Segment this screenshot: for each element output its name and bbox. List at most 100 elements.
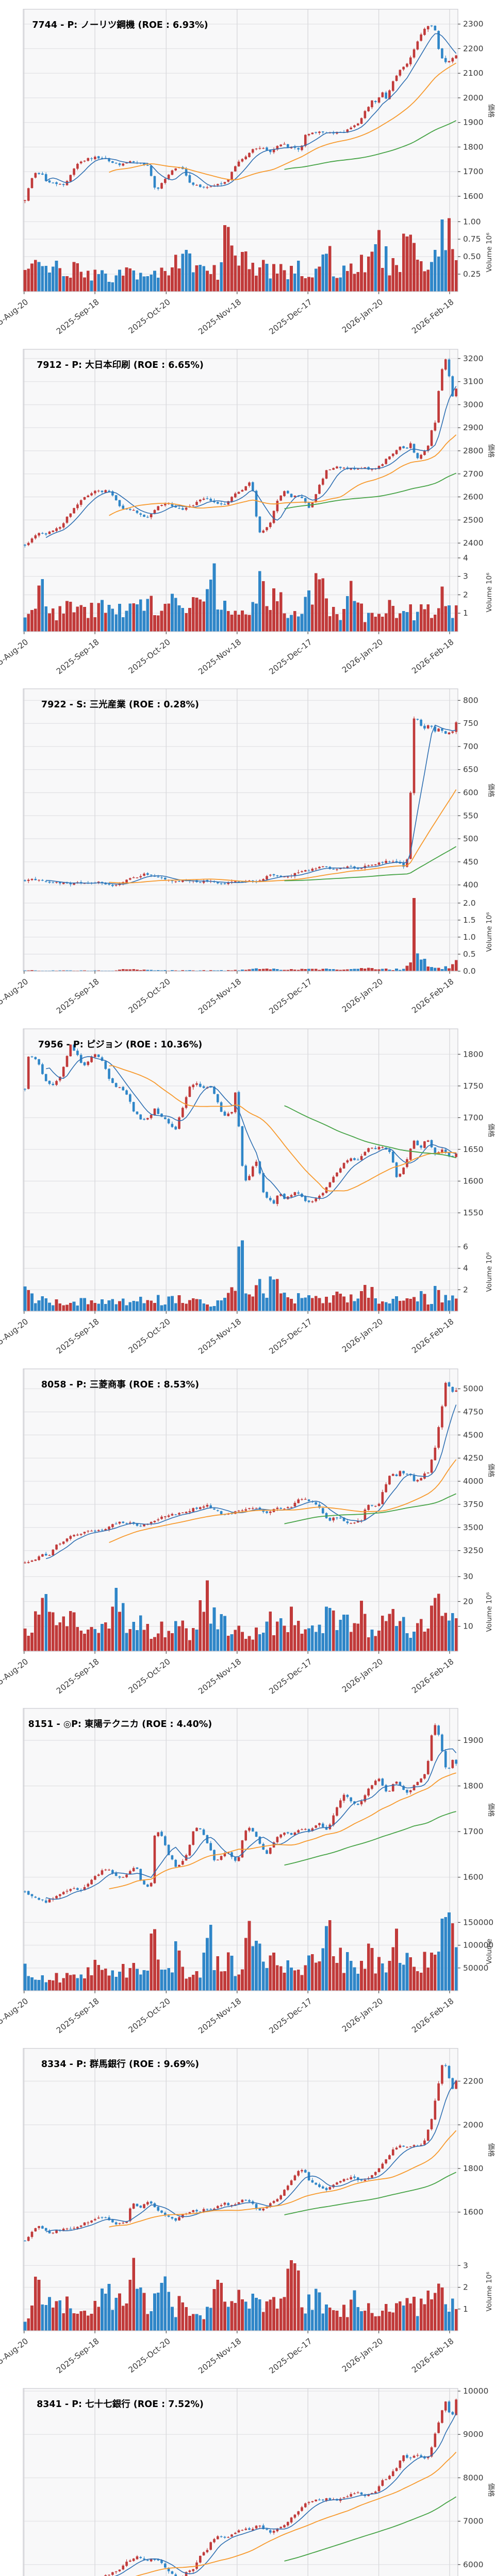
stock-chart-5: 5000 4750 4500 4250 4000 3750 3500 3250 価格 30 20 10… — [0, 1359, 495, 1700]
price-axis: 2200 2000 1800 1600 価格 — [458, 2077, 495, 2217]
date-tick-label: 2025-Oct-20 — [127, 977, 172, 1015]
date-tick-label: 2025-Oct-20 — [127, 637, 172, 675]
stock-chart-3: 800 750 700 650 600 550 500 450 400 価格 2.0 1.5 1.0 0.… — [0, 680, 495, 1020]
date-tick-label: 2026-Feb-18 — [410, 637, 455, 675]
price-axis-title: 価格 — [487, 2143, 495, 2158]
plot-area — [23, 9, 458, 292]
date-tick-label: 2026-Jan-20 — [340, 977, 385, 1014]
ma-long-line — [284, 472, 456, 510]
price-tick-label: 1600 — [463, 2208, 483, 2217]
price-tick-label: 4250 — [463, 1453, 483, 1463]
x-axis: 2025-Aug-20 2025-Sep-18 2025-Oct-20 2025-No… — [0, 1311, 455, 1356]
volume-bars-layer — [23, 1240, 458, 1312]
volume-axis: 3 2 1 Volume 10⁶ — [458, 2261, 493, 2314]
date-tick-label: 2025-Nov-18 — [196, 1657, 243, 1696]
price-tick-label: 2700 — [463, 469, 483, 478]
price-tick-label: 1800 — [463, 1049, 483, 1059]
price-tick-label: 1650 — [463, 1145, 483, 1154]
date-tick-label: 2025-Dec-17 — [267, 1996, 314, 2036]
date-tick-label: 2025-Dec-17 — [267, 1317, 314, 1356]
volume-axis-title: Volume 10⁶ — [485, 232, 493, 272]
chart-canvas-2: 3200 3100 3000 2900 2800 2700 2600 2500 2400 価格 4 3… — [0, 349, 495, 676]
date-tick-label: 2026-Feb-18 — [410, 1996, 455, 2035]
ma-mid-line — [109, 62, 457, 180]
vertical-gridlines — [24, 1029, 450, 1312]
ma-mid-line — [109, 1065, 456, 1192]
price-tick-label: 2000 — [463, 93, 483, 103]
x-axis: 2025-Aug-20 2025-Sep-18 2025-Oct-20 2025-No… — [0, 631, 455, 676]
stock-chart-2: 3200 3100 3000 2900 2800 2700 2600 2500 2400 価格 4 3… — [0, 340, 495, 680]
volume-bars-layer — [23, 563, 458, 632]
vertical-gridlines — [24, 689, 450, 972]
price-tick-label: 1750 — [463, 1081, 483, 1091]
volume-tick-label: 20 — [463, 1597, 473, 1606]
price-tick-label: 1800 — [463, 2164, 483, 2173]
chart-title: 8058 - P: 三菱商事 (ROE : 8.53%) — [41, 1379, 199, 1390]
volume-tick-label: 1 — [463, 608, 468, 618]
volume-axis-title: Volume 10⁶ — [485, 572, 493, 612]
date-tick-label: 2026-Jan-20 — [340, 297, 385, 335]
volume-bars-layer — [23, 2258, 458, 2331]
date-tick-label: 2025-Oct-20 — [127, 1996, 172, 2035]
volume-axis-title: Volume 10⁶ — [485, 1592, 493, 1632]
date-tick-label: 2025-Nov-18 — [196, 637, 243, 676]
stock-chart-1: 2300 2200 2100 2000 1900 1800 1700 1600 価格 1.00 0.… — [0, 0, 495, 340]
price-tick-label: 3500 — [463, 1523, 483, 1532]
price-tick-label: 3750 — [463, 1500, 483, 1509]
date-tick-label: 2025-Nov-18 — [196, 1996, 243, 2036]
chart-title: 7744 - P: ノーリツ鋼機 (ROE : 6.93%) — [32, 20, 208, 30]
date-tick-label: 2026-Jan-20 — [340, 1996, 385, 2034]
volume-bars-layer — [23, 218, 458, 292]
volume-axis-title: Volume — [485, 1939, 493, 1964]
price-tick-label: 750 — [463, 719, 478, 728]
volume-tick-label: 2 — [463, 2283, 468, 2292]
ma-long-line — [284, 120, 457, 170]
price-tick-label: 1700 — [463, 1113, 483, 1122]
price-tick-label: 2800 — [463, 446, 483, 455]
date-tick-label: 2025-Dec-17 — [267, 977, 314, 1016]
volume-tick-label: 2 — [463, 1285, 468, 1294]
candles-layer — [24, 2063, 457, 2242]
volume-axis: 4 3 2 1 Volume 10⁶ — [458, 553, 493, 618]
date-tick-label: 2026-Jan-20 — [340, 1657, 385, 1694]
ma-short-line — [45, 385, 457, 538]
ma-short-line — [114, 2413, 457, 2576]
stock-chart-4: 1800 1750 1700 1650 1600 1550 価格 6 4 2 Volume 10⁶ 2… — [0, 1020, 495, 1360]
ma-long-line — [284, 1811, 456, 1866]
x-axis: 2025-Aug-20 2025-Sep-18 2025-Oct-20 2025-No… — [0, 1651, 455, 1696]
date-tick-label: 2025-Nov-18 — [196, 297, 243, 336]
gridlines — [23, 2391, 458, 2565]
ma-short-line — [46, 1056, 456, 1199]
date-tick-label: 2025-Dec-17 — [267, 297, 314, 336]
ma-long-line — [284, 2496, 457, 2562]
volume-tick-label: 1.00 — [463, 217, 481, 226]
date-tick-label: 2026-Feb-18 — [410, 297, 455, 335]
volume-tick-label: 10 — [463, 1621, 473, 1631]
price-tick-label: 4000 — [463, 1477, 483, 1486]
price-axis-title: 価格 — [487, 444, 495, 458]
stock-chart-7: 2200 2000 1800 1600 価格 3 2 1 Volume 10⁶ 2025-Aug-… — [0, 2039, 495, 2379]
volume-tick-label: 0.25 — [463, 269, 481, 279]
date-tick-label: 2025-Aug-20 — [0, 637, 30, 676]
gridlines — [23, 358, 458, 614]
x-axis: 2025-Aug-20 2025-Sep-18 2025-Oct-20 2025-No… — [0, 292, 455, 336]
volume-tick-label: 0.50 — [463, 252, 481, 261]
date-tick-label: 2025-Aug-20 — [0, 1657, 30, 1696]
price-tick-label: 1900 — [463, 1736, 483, 1745]
ma-long-line — [284, 2172, 456, 2216]
volume-tick-label: 100000 — [463, 1941, 493, 1950]
price-tick-label: 3250 — [463, 1546, 483, 1555]
ma-mid-line — [135, 2451, 457, 2576]
date-tick-label: 2026-Feb-18 — [410, 2336, 455, 2375]
plot-area — [23, 1029, 458, 1312]
volume-tick-label: 2 — [463, 590, 468, 599]
date-tick-label: 2025-Aug-20 — [0, 2336, 30, 2376]
chart-title: 7912 - P: 大日本印刷 (ROE : 6.65%) — [37, 360, 204, 370]
price-tick-label: 10000 — [463, 2386, 488, 2396]
x-axis: 2025-Aug-20 2025-Sep-18 2025-Oct-20 2025-No… — [0, 2331, 455, 2376]
date-tick-label: 2025-Dec-17 — [267, 2336, 314, 2376]
volume-tick-label: 4 — [463, 553, 468, 563]
volume-bars-layer — [23, 898, 458, 972]
volume-axis: 30 20 10 Volume 10⁶ — [458, 1572, 493, 1632]
plot-area — [23, 349, 458, 632]
